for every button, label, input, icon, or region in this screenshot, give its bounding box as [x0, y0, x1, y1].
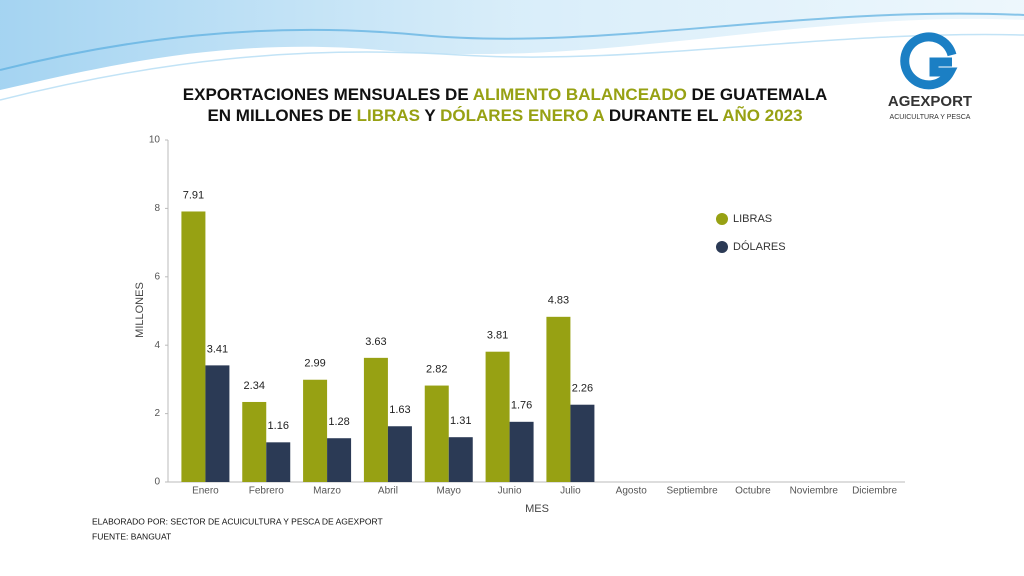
background-wave — [0, 0, 1024, 101]
legend-label: DÓLARES — [733, 240, 786, 253]
title-segment: EXPORTACIONES MENSUALES DE — [183, 85, 473, 104]
y-tick-label: 4 — [154, 340, 160, 351]
bar — [242, 401, 267, 482]
data-label: 3.41 — [207, 343, 228, 355]
data-label: 2.99 — [304, 358, 325, 370]
title-segment: DURANTE EL — [604, 106, 722, 125]
bar — [266, 442, 291, 482]
data-label: 2.34 — [244, 380, 265, 392]
title-segment: EN MILLONES DE — [207, 106, 356, 125]
title-segment: LIBRAS — [357, 106, 420, 125]
title-segment: DÓLARES ENERO A — [440, 106, 604, 125]
x-tick-label: Junio — [498, 486, 522, 497]
bar — [181, 211, 206, 482]
x-tick-label: Diciembre — [852, 486, 897, 497]
title-segment: AÑO 2023 — [722, 105, 802, 125]
bar — [363, 357, 388, 482]
bar — [485, 351, 510, 482]
data-label: 4.83 — [548, 295, 569, 307]
bar — [424, 385, 449, 482]
data-label: 1.76 — [511, 400, 532, 412]
x-tick-label: Abril — [378, 486, 398, 497]
title-segment: ALIMENTO BALANCEADO — [473, 85, 687, 104]
bar — [327, 438, 352, 482]
data-label: 1.16 — [268, 420, 289, 432]
title-segment: DE GUATEMALA — [687, 85, 827, 104]
data-label: 3.81 — [487, 330, 508, 342]
data-label: 2.82 — [426, 363, 447, 375]
x-tick-label: Julio — [560, 486, 581, 497]
x-tick-label: Octubre — [735, 486, 771, 497]
data-label: 3.63 — [365, 336, 386, 348]
x-tick-label: Agosto — [616, 486, 648, 497]
data-label: 1.31 — [450, 415, 471, 427]
bar — [509, 421, 534, 482]
y-tick-label: 6 — [154, 271, 160, 282]
x-tick-label: Septiembre — [667, 486, 719, 497]
bar — [205, 365, 230, 482]
y-tick-label: 2 — [154, 408, 160, 419]
title-segment: Y — [420, 106, 440, 125]
legend-marker — [716, 213, 728, 225]
bar — [448, 437, 473, 482]
footnote: FUENTE: BANGUAT — [92, 531, 171, 541]
logo-name: AGEXPORT — [888, 93, 972, 110]
chart-title: EXPORTACIONES MENSUALES DE ALIMENTO BALA… — [183, 85, 827, 104]
bar — [546, 316, 571, 482]
x-axis-label: MES — [525, 503, 549, 515]
logo: AGEXPORT ACUICULTURA Y PESCA — [888, 32, 972, 121]
footnote: ELABORADO POR: SECTOR DE ACUICULTURA Y P… — [92, 516, 383, 526]
y-tick-label: 0 — [154, 477, 160, 488]
data-label: 2.26 — [572, 383, 593, 395]
x-tick-label: Mayo — [437, 486, 462, 497]
legend-label: LIBRAS — [733, 213, 772, 225]
bar — [570, 404, 595, 482]
x-tick-label: Enero — [192, 486, 219, 497]
x-tick-label: Noviembre — [790, 486, 839, 497]
bar — [303, 379, 328, 482]
y-tick-label: 8 — [154, 203, 160, 214]
bar — [387, 426, 412, 482]
logo-subtitle: ACUICULTURA Y PESCA — [890, 114, 971, 121]
data-label: 1.28 — [328, 416, 349, 428]
x-tick-label: Febrero — [249, 486, 284, 497]
y-tick-label: 10 — [149, 135, 161, 146]
legend-marker — [716, 241, 728, 253]
data-label: 7.91 — [183, 189, 204, 201]
chart-title: EN MILLONES DE LIBRAS Y DÓLARES ENERO A … — [207, 105, 802, 125]
x-tick-label: Marzo — [313, 486, 341, 497]
y-axis-label: MILLONES — [134, 282, 146, 338]
data-label: 1.63 — [389, 404, 410, 416]
